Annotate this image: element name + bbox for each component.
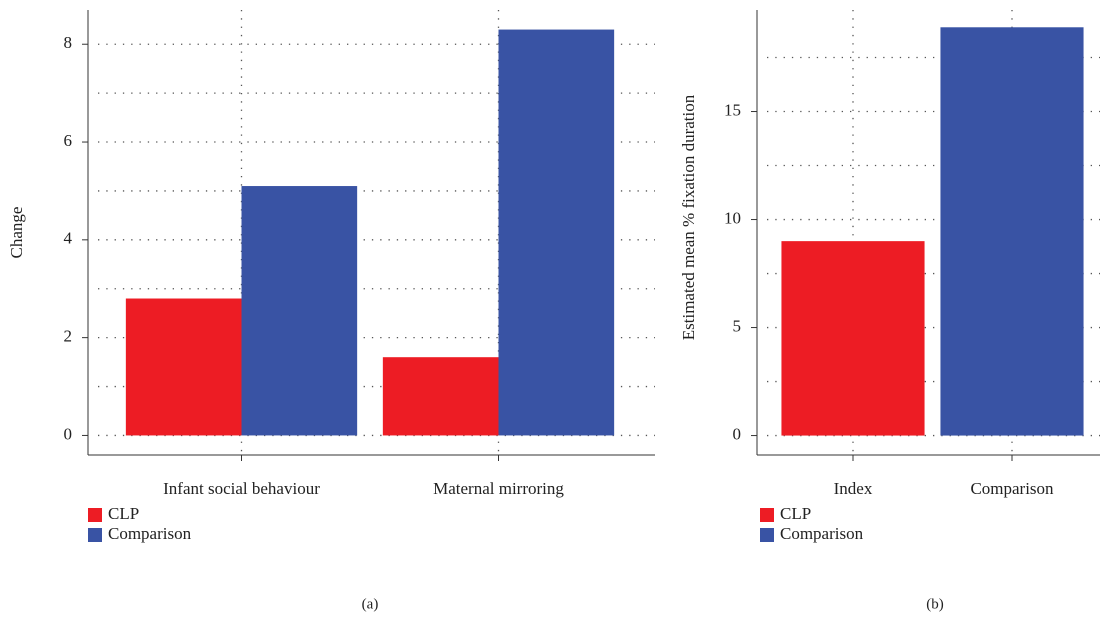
bar	[382, 357, 499, 436]
legend-label: CLP	[780, 504, 811, 523]
legend-label: Comparison	[108, 524, 192, 543]
x-tick-label: Maternal mirroring	[433, 479, 564, 498]
x-tick-label: Infant social behaviour	[163, 479, 320, 498]
bar	[125, 298, 242, 436]
legend-swatch	[88, 528, 102, 542]
bar	[498, 29, 615, 436]
caption: (b)	[926, 596, 944, 612]
y-tick-label: 8	[64, 33, 73, 52]
bar	[241, 186, 358, 436]
y-tick-label: 6	[64, 131, 73, 150]
x-tick-label: Index	[834, 479, 873, 498]
legend-label: Comparison	[780, 524, 864, 543]
legend-swatch	[760, 508, 774, 522]
legend-swatch	[760, 528, 774, 542]
y-axis-label: Estimated mean % fixation duration	[679, 94, 698, 340]
y-tick-label: 10	[724, 208, 741, 227]
y-tick-label: 0	[64, 424, 73, 443]
y-tick-label: 0	[733, 424, 742, 443]
y-tick-label: 5	[733, 316, 742, 335]
legend-label: CLP	[108, 504, 139, 523]
y-tick-label: 2	[64, 327, 73, 346]
y-tick-label: 15	[724, 100, 741, 119]
y-tick-label: 4	[64, 229, 73, 248]
bar	[940, 27, 1084, 436]
legend-swatch	[88, 508, 102, 522]
caption: (a)	[362, 596, 379, 612]
bar	[781, 241, 925, 436]
y-axis-label: Change	[7, 207, 26, 259]
x-tick-label: Comparison	[970, 479, 1054, 498]
